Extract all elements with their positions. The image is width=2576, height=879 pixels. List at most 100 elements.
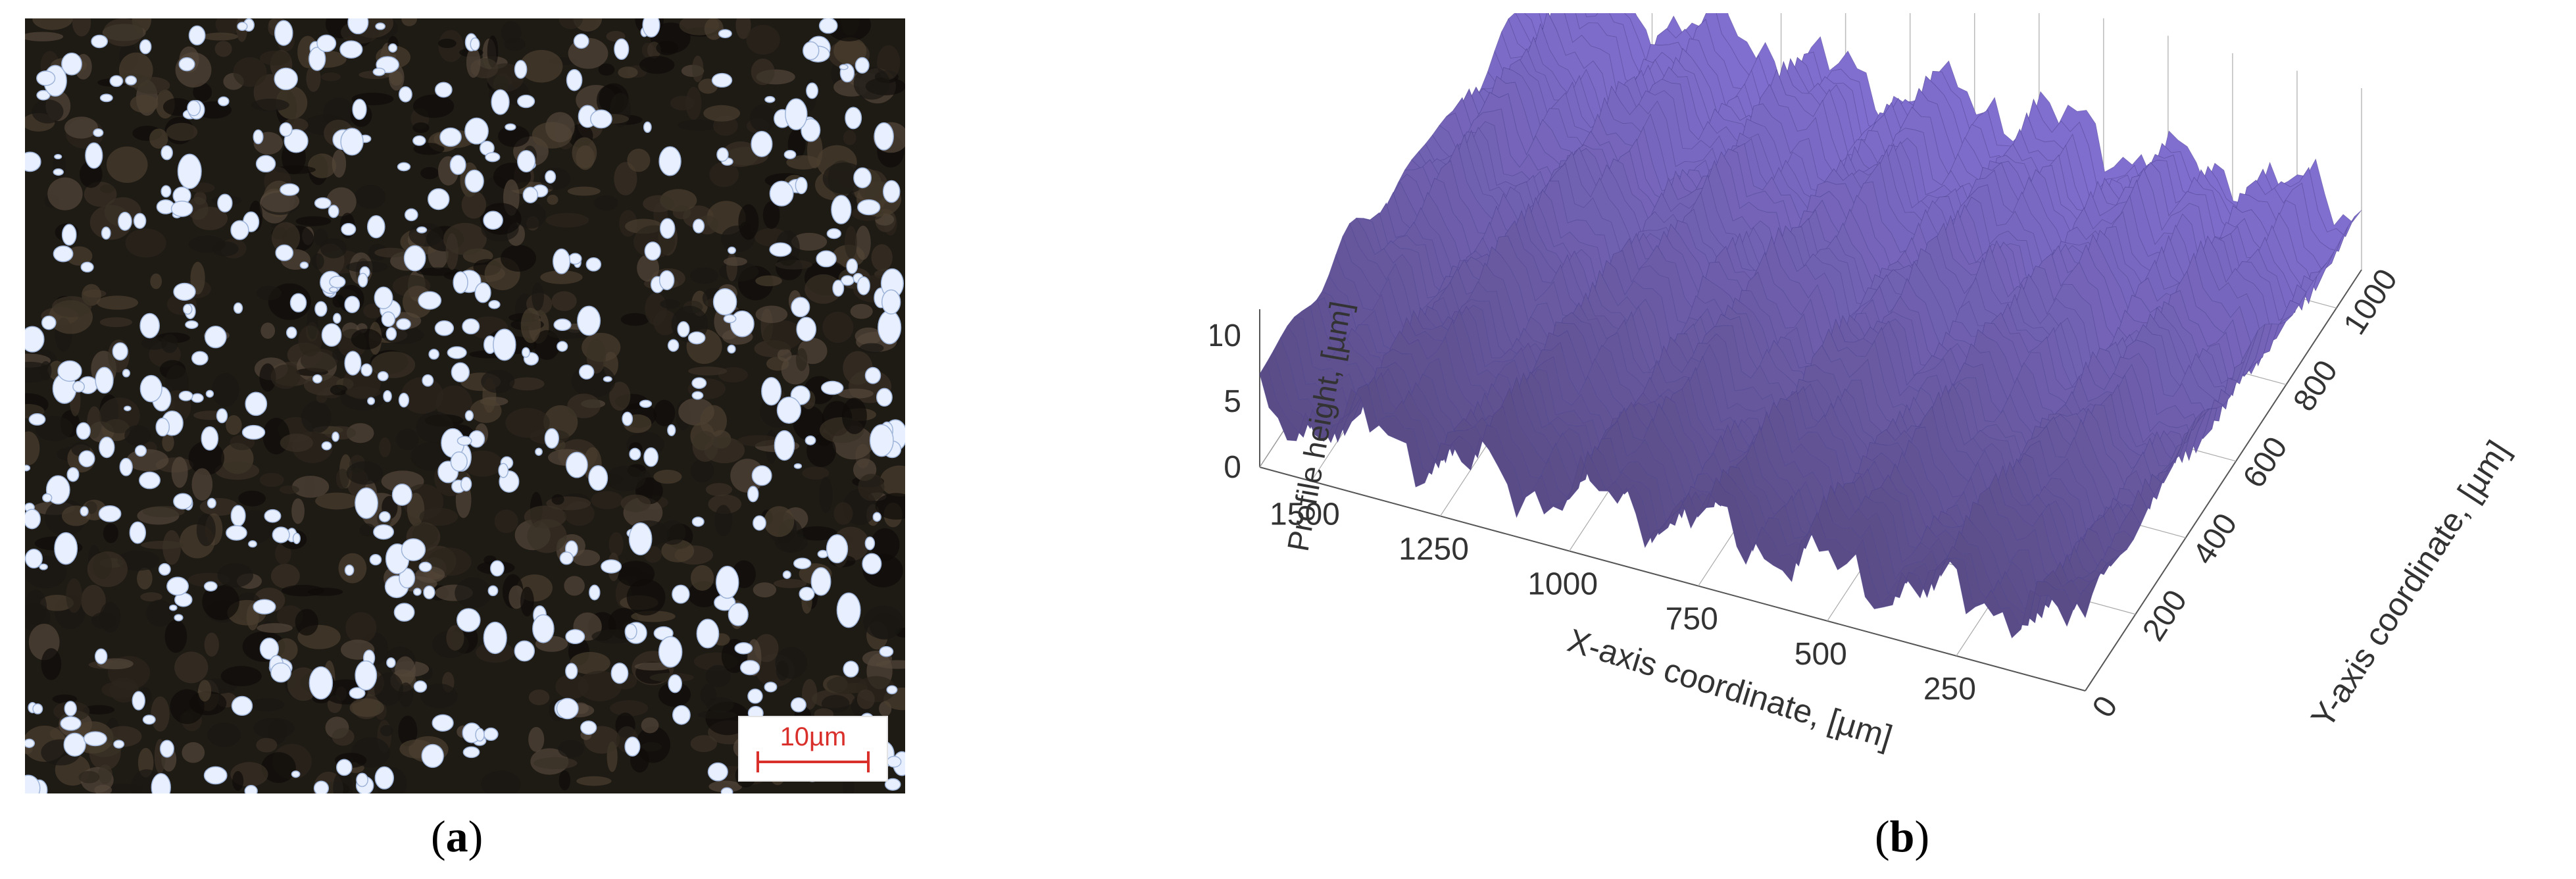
carbide-particle xyxy=(398,86,412,103)
carbide-particle xyxy=(39,563,48,570)
carbide-particle xyxy=(203,766,228,785)
carbide-particle xyxy=(658,270,675,291)
carbide-particle xyxy=(644,241,661,261)
carbide-particle xyxy=(316,34,337,53)
carbide-particle xyxy=(188,25,206,45)
surface-mesh xyxy=(1259,13,2362,639)
carbide-particle xyxy=(112,342,128,361)
carbide-particle xyxy=(309,666,334,700)
carbide-particle xyxy=(63,732,86,757)
carbide-particle xyxy=(672,705,691,725)
carbide-particle xyxy=(385,327,397,341)
carbide-particle xyxy=(355,487,378,519)
carbide-particle xyxy=(134,445,147,457)
carbide-particle xyxy=(139,39,152,55)
x-tick-label: 1000 xyxy=(1527,567,1598,602)
y-tick-label: 800 xyxy=(2287,354,2344,417)
carbide-particle xyxy=(836,592,861,628)
carbide-particle xyxy=(314,301,328,317)
carbide-particle xyxy=(886,685,898,695)
carbide-particle xyxy=(624,623,637,640)
carbide-particle xyxy=(259,638,280,660)
carbide-particle xyxy=(831,195,852,224)
carbide-particle xyxy=(161,145,173,161)
carbide-particle xyxy=(191,393,204,403)
carbide-particle xyxy=(95,366,114,394)
carbide-particle xyxy=(386,657,396,668)
carbide-particle xyxy=(862,553,882,575)
carbide-particle xyxy=(622,411,633,426)
carbide-particle xyxy=(123,405,132,412)
carbide-particle xyxy=(161,185,172,198)
carbide-particle xyxy=(751,130,773,157)
carbide-particle xyxy=(289,293,307,313)
carbide-particle xyxy=(312,374,323,384)
scale-bar-box: 10µm xyxy=(738,716,888,782)
carbide-particle xyxy=(61,52,82,76)
carbide-particle xyxy=(517,149,536,173)
carbide-particle xyxy=(691,391,704,400)
carbide-particle xyxy=(404,208,418,222)
carbide-particle xyxy=(99,93,113,103)
carbide-particle xyxy=(118,211,132,231)
carbide-particle xyxy=(113,740,125,749)
carbide-particle xyxy=(730,310,755,338)
carbide-particle xyxy=(374,766,394,790)
carbide-particle xyxy=(464,117,489,145)
surface-plot-svg: 10 5 0 1500 1250 1000 750 500 250 0 200 400 600 800 10… xyxy=(1210,13,2517,755)
y-tick-label: 0 xyxy=(2086,690,2125,724)
carbide-particle xyxy=(565,663,578,680)
carbide-particle xyxy=(470,37,480,51)
carbide-particle xyxy=(687,331,706,345)
carbide-particle xyxy=(36,70,56,86)
x-tick-label: 250 xyxy=(1923,672,1976,707)
carbide-particle xyxy=(274,67,298,91)
carbide-particle xyxy=(457,436,472,446)
x-axis-line xyxy=(1259,466,2086,691)
carbide-particle xyxy=(170,200,193,217)
carbide-particle xyxy=(532,614,555,643)
carbide-particle xyxy=(25,465,31,472)
carbide-particle xyxy=(226,525,247,541)
micrograph-image: 10µm xyxy=(25,18,905,793)
carbide-particle xyxy=(139,471,161,490)
carbide-particle xyxy=(776,396,802,424)
carbide-particle xyxy=(629,447,641,461)
carbide-particle xyxy=(874,122,894,151)
carbide-particle xyxy=(628,522,653,556)
carbide-particle xyxy=(723,314,737,324)
carbide-particle xyxy=(45,475,70,505)
carbide-particle xyxy=(272,526,290,543)
carbide-particle xyxy=(299,261,309,269)
carbide-particle xyxy=(329,286,338,293)
carbide-particle xyxy=(864,536,876,551)
carbide-particle xyxy=(718,29,732,39)
carbide-particle xyxy=(53,168,64,176)
carbide-particle xyxy=(177,153,202,189)
carbide-particle xyxy=(485,152,501,163)
carbide-particle xyxy=(347,18,369,35)
carbide-particle xyxy=(383,390,392,403)
carbide-particle xyxy=(422,374,434,387)
carbide-particle xyxy=(187,100,201,116)
carbide-particle xyxy=(367,397,376,405)
carbide-particle xyxy=(203,581,218,591)
carbide-particle xyxy=(522,186,539,204)
carbide-particle xyxy=(25,151,41,172)
carbide-particle xyxy=(25,738,36,748)
carbide-particle xyxy=(727,344,736,354)
carbide-particle xyxy=(514,640,535,662)
carbide-particle xyxy=(413,680,428,693)
carbide-particle xyxy=(869,424,894,457)
carbide-particle xyxy=(340,128,364,156)
carbide-particle xyxy=(369,554,382,566)
y-axis-label: Y-axis coordinate, [µm] xyxy=(2304,434,2517,734)
carbide-particle xyxy=(517,94,535,109)
carbide-particle xyxy=(553,248,571,274)
carbide-particle xyxy=(25,326,45,353)
carbide-particle xyxy=(245,391,268,416)
carbide-particle xyxy=(639,399,653,408)
carbide-particle xyxy=(341,222,357,236)
carbide-particle xyxy=(805,435,816,445)
carbide-particle xyxy=(397,162,411,172)
